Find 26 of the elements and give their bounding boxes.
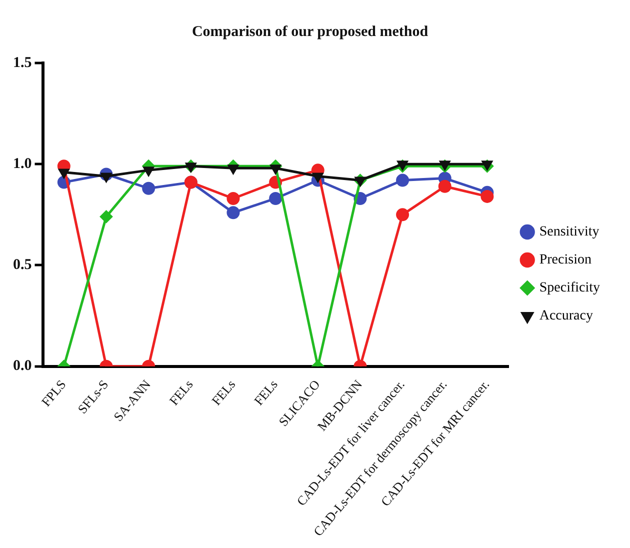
legend-label: Precision	[539, 252, 592, 268]
point	[142, 166, 154, 177]
y-tick-label: 1.0	[13, 156, 32, 172]
point	[354, 176, 366, 187]
point	[226, 206, 240, 220]
legend-label: Specificity	[539, 280, 600, 296]
legend-label: Sensitivity	[539, 224, 600, 240]
point	[58, 168, 70, 179]
point	[142, 182, 156, 195]
point	[480, 190, 494, 203]
point	[312, 172, 324, 183]
y-tick-label: 0.5	[13, 257, 32, 274]
point	[100, 172, 112, 183]
point	[396, 208, 410, 222]
point	[269, 192, 282, 205]
legend-label: Accuracy	[539, 308, 593, 324]
y-tick-label: 1.5	[13, 54, 32, 71]
point	[100, 210, 113, 224]
chart-title: Comparison of our proposed method	[192, 24, 429, 40]
point	[270, 164, 282, 175]
point	[396, 174, 410, 187]
point	[226, 192, 240, 205]
y-tick-label: 0.0	[13, 358, 32, 374]
point	[228, 164, 239, 175]
point	[185, 162, 197, 173]
point	[438, 180, 452, 193]
